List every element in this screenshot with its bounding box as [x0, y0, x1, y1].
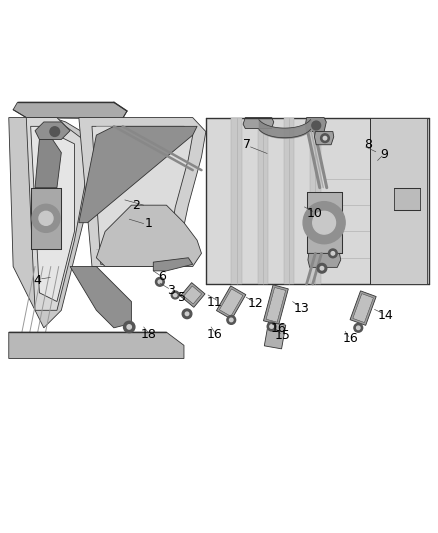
- Circle shape: [173, 293, 177, 297]
- Text: 15: 15: [275, 329, 290, 342]
- Text: 7: 7: [244, 138, 251, 151]
- Circle shape: [127, 325, 131, 329]
- Text: 6: 6: [158, 270, 166, 282]
- Polygon shape: [264, 322, 286, 349]
- Polygon shape: [13, 102, 127, 118]
- Text: 16: 16: [270, 322, 286, 335]
- Polygon shape: [206, 118, 429, 284]
- Circle shape: [158, 280, 162, 284]
- Polygon shape: [9, 118, 96, 328]
- Circle shape: [185, 312, 189, 316]
- Text: 1: 1: [145, 217, 153, 230]
- Circle shape: [328, 249, 337, 258]
- Circle shape: [303, 201, 345, 244]
- Circle shape: [171, 291, 179, 299]
- Circle shape: [50, 127, 60, 136]
- Circle shape: [317, 263, 327, 273]
- Polygon shape: [26, 118, 88, 310]
- Polygon shape: [219, 289, 243, 316]
- Polygon shape: [9, 332, 184, 359]
- Circle shape: [357, 326, 360, 329]
- Text: 16: 16: [207, 328, 223, 341]
- Circle shape: [313, 211, 336, 234]
- Circle shape: [39, 211, 53, 225]
- Polygon shape: [153, 258, 193, 271]
- Polygon shape: [306, 118, 326, 132]
- Polygon shape: [370, 118, 427, 284]
- Polygon shape: [284, 118, 294, 284]
- Text: 16: 16: [343, 332, 358, 345]
- Polygon shape: [35, 140, 61, 188]
- Polygon shape: [263, 285, 288, 325]
- Polygon shape: [96, 205, 201, 266]
- Polygon shape: [31, 126, 74, 302]
- Polygon shape: [258, 118, 268, 284]
- Circle shape: [267, 322, 276, 331]
- Polygon shape: [231, 118, 242, 284]
- Circle shape: [230, 318, 233, 322]
- Polygon shape: [180, 282, 205, 308]
- Circle shape: [227, 316, 236, 324]
- Polygon shape: [31, 188, 61, 249]
- Polygon shape: [79, 118, 206, 266]
- Text: 2: 2: [132, 199, 140, 212]
- Polygon shape: [243, 118, 274, 128]
- Polygon shape: [307, 192, 342, 253]
- Text: 5: 5: [178, 290, 186, 304]
- Polygon shape: [79, 126, 197, 223]
- Text: 3: 3: [167, 284, 175, 297]
- Text: 9: 9: [381, 148, 389, 161]
- Text: 14: 14: [378, 309, 393, 322]
- Circle shape: [124, 321, 135, 333]
- Polygon shape: [353, 294, 373, 322]
- Text: 4: 4: [33, 274, 41, 287]
- Circle shape: [312, 121, 321, 130]
- Circle shape: [320, 266, 324, 270]
- Text: 8: 8: [364, 138, 372, 151]
- Circle shape: [321, 134, 329, 142]
- Circle shape: [323, 136, 327, 140]
- Text: 11: 11: [207, 296, 223, 309]
- Text: 10: 10: [307, 207, 322, 220]
- Circle shape: [155, 278, 164, 286]
- Polygon shape: [350, 291, 376, 325]
- Circle shape: [270, 325, 273, 328]
- Circle shape: [354, 324, 363, 332]
- Text: 12: 12: [247, 297, 263, 310]
- Polygon shape: [314, 132, 334, 145]
- Polygon shape: [123, 223, 166, 262]
- Polygon shape: [266, 287, 286, 322]
- Circle shape: [32, 204, 60, 232]
- Text: 13: 13: [293, 302, 309, 314]
- Circle shape: [182, 309, 192, 319]
- Polygon shape: [92, 126, 193, 264]
- Polygon shape: [184, 286, 201, 304]
- Polygon shape: [216, 286, 246, 319]
- Polygon shape: [310, 118, 321, 284]
- Text: 18: 18: [141, 328, 157, 341]
- Polygon shape: [308, 253, 341, 268]
- Polygon shape: [70, 266, 131, 328]
- Circle shape: [331, 252, 335, 255]
- Polygon shape: [394, 188, 420, 209]
- Polygon shape: [35, 122, 70, 140]
